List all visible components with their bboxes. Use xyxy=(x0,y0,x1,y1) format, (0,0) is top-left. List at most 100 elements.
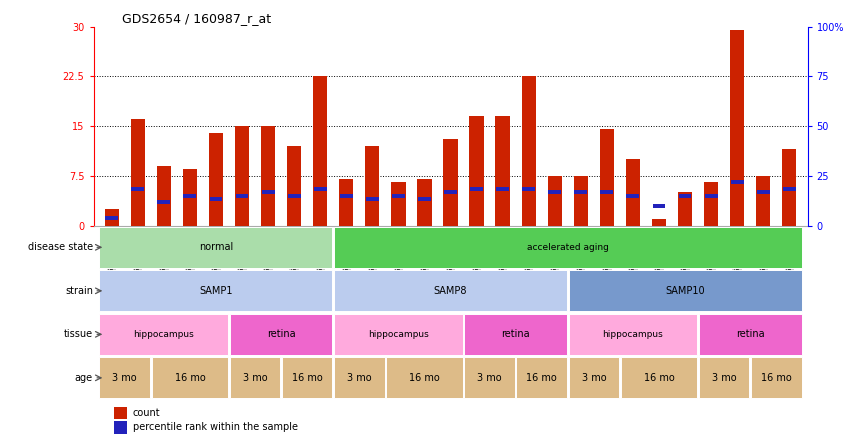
Text: accelerated aging: accelerated aging xyxy=(527,243,609,252)
Bar xyxy=(469,116,484,226)
Bar xyxy=(262,190,275,194)
Text: hippocampus: hippocampus xyxy=(368,330,428,339)
Bar xyxy=(444,139,457,226)
Text: retina: retina xyxy=(502,329,530,339)
Text: retina: retina xyxy=(736,329,764,339)
Bar xyxy=(287,146,301,226)
Bar xyxy=(157,200,170,204)
Bar xyxy=(115,421,128,433)
Bar xyxy=(132,187,144,191)
Bar xyxy=(653,204,666,208)
Bar xyxy=(334,314,462,355)
Bar xyxy=(600,129,614,226)
Bar xyxy=(105,209,119,226)
Text: 16 mo: 16 mo xyxy=(643,373,674,383)
Bar xyxy=(626,159,640,226)
Bar xyxy=(699,314,802,355)
Bar xyxy=(600,190,614,194)
Bar xyxy=(366,146,379,226)
Bar xyxy=(678,194,692,198)
Text: 16 mo: 16 mo xyxy=(526,373,557,383)
Bar xyxy=(151,357,228,398)
Bar xyxy=(314,187,326,191)
Bar xyxy=(334,357,384,398)
Bar xyxy=(470,187,483,191)
Text: 3 mo: 3 mo xyxy=(711,373,736,383)
Bar xyxy=(522,187,536,191)
Text: SAMP8: SAMP8 xyxy=(434,286,468,296)
Bar xyxy=(115,407,128,419)
Text: disease state: disease state xyxy=(28,242,93,252)
Bar xyxy=(287,194,301,198)
Bar xyxy=(496,187,509,191)
Bar xyxy=(699,357,750,398)
Text: 16 mo: 16 mo xyxy=(292,373,322,383)
Bar xyxy=(547,176,562,226)
Text: 16 mo: 16 mo xyxy=(174,373,206,383)
Bar xyxy=(444,190,457,194)
Bar xyxy=(230,357,280,398)
Bar xyxy=(105,216,118,220)
Bar xyxy=(184,194,196,198)
Text: SAMP1: SAMP1 xyxy=(199,286,233,296)
Text: SAMP10: SAMP10 xyxy=(666,286,705,296)
Bar xyxy=(620,357,697,398)
Bar xyxy=(731,180,744,184)
Bar xyxy=(522,76,536,226)
Bar xyxy=(183,169,197,226)
Bar xyxy=(131,119,145,226)
Text: count: count xyxy=(133,408,160,418)
Bar xyxy=(209,133,224,226)
Bar xyxy=(99,357,150,398)
Text: age: age xyxy=(75,373,93,383)
Bar xyxy=(574,176,588,226)
Bar xyxy=(569,357,619,398)
Bar xyxy=(517,357,567,398)
Bar xyxy=(156,166,171,226)
Bar xyxy=(282,357,332,398)
Bar xyxy=(569,270,802,311)
Bar xyxy=(230,314,332,355)
Bar xyxy=(705,194,717,198)
Bar xyxy=(417,179,432,226)
Text: retina: retina xyxy=(267,329,296,339)
Bar xyxy=(235,126,249,226)
Text: 3 mo: 3 mo xyxy=(581,373,606,383)
Bar xyxy=(751,357,802,398)
Bar xyxy=(334,270,567,311)
Bar xyxy=(340,194,353,198)
Bar xyxy=(235,194,248,198)
Text: 3 mo: 3 mo xyxy=(478,373,502,383)
Bar xyxy=(99,227,332,268)
Text: 3 mo: 3 mo xyxy=(112,373,137,383)
Text: GDS2654 / 160987_r_at: GDS2654 / 160987_r_at xyxy=(122,12,271,25)
Bar xyxy=(626,194,639,198)
Bar xyxy=(339,179,354,226)
Text: tissue: tissue xyxy=(64,329,93,339)
Bar xyxy=(334,227,802,268)
Bar xyxy=(783,187,796,191)
Bar xyxy=(496,116,510,226)
Bar xyxy=(392,194,405,198)
Bar xyxy=(99,314,228,355)
Bar xyxy=(418,197,431,201)
Bar xyxy=(261,126,275,226)
Bar xyxy=(782,149,796,226)
Bar xyxy=(575,190,587,194)
Bar xyxy=(464,357,515,398)
Text: 3 mo: 3 mo xyxy=(347,373,371,383)
Text: 16 mo: 16 mo xyxy=(409,373,439,383)
Text: hippocampus: hippocampus xyxy=(603,330,663,339)
Bar xyxy=(730,30,745,226)
Bar xyxy=(366,197,379,201)
Text: strain: strain xyxy=(65,286,93,296)
Bar xyxy=(704,182,718,226)
Bar xyxy=(464,314,567,355)
Text: hippocampus: hippocampus xyxy=(133,330,195,339)
Bar xyxy=(677,192,692,226)
Bar xyxy=(756,190,769,194)
Text: percentile rank within the sample: percentile rank within the sample xyxy=(133,422,298,432)
Bar xyxy=(386,357,462,398)
Bar xyxy=(99,270,332,311)
Bar xyxy=(756,176,770,226)
